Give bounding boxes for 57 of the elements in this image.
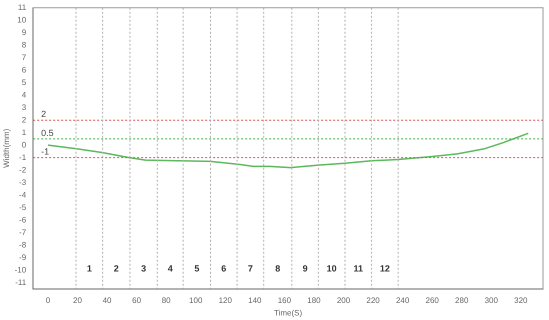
x-tick-label: 240 [396,296,410,305]
y-tick-label: 6 [22,65,27,74]
x-tick-label: 120 [218,296,232,305]
annotation: 4 [168,263,173,274]
x-tick-label: 160 [278,296,292,305]
y-tick-label: -9 [19,252,27,262]
annotation: 9 [302,263,308,274]
x-tick-label: 260 [425,296,440,305]
y-axis-title: Width(mm) [2,128,12,168]
y-tick-label: 5 [22,78,27,87]
y-tick-label: 0 [22,140,27,150]
y-tick-label: 8 [22,40,27,50]
x-tick-label: 20 [73,296,82,305]
x-tick-label: 60 [132,296,142,305]
y-tick-label: 7 [22,52,27,62]
x-tick-label: 180 [307,296,322,305]
y-tick-label: 11 [18,3,27,12]
annotation: 6 [221,263,226,274]
y-tick-label: 3 [22,102,27,112]
y-tick-label: -4 [19,190,27,200]
x-tick-label: 0 [46,296,51,305]
ref-line-label: -1 [41,146,50,157]
y-tick-label: -3 [19,178,27,187]
y-tick-label: -10 [14,265,27,274]
y-tick-label: -6 [19,215,27,224]
annotation: 8 [275,263,280,274]
x-tick-label: 100 [189,296,203,305]
annotation: 2 [114,263,119,274]
y-tick-label: 10 [17,15,27,24]
y-tick-label: 4 [22,90,27,100]
y-tick-label: -1 [19,152,27,162]
y-tick-label: 2 [22,115,27,124]
annotation: 10 [326,263,337,274]
annotation: 1 [86,263,92,274]
x-axis-title: Time(S) [274,308,302,318]
annotation: 11 [354,263,364,274]
y-tick-label: -2 [19,165,27,174]
annotation: 3 [141,263,146,274]
y-tick-label: -8 [19,240,27,250]
y-tick-label: 9 [22,28,27,37]
y-tick-label: -5 [19,202,27,212]
x-tick-label: 300 [484,296,498,305]
x-tick-label: 80 [162,296,172,305]
x-tick-label: 200 [336,296,351,305]
y-tick-label: -11 [15,278,27,287]
x-tick-label: 40 [102,296,112,305]
annotation: 7 [248,263,253,274]
x-tick-label: 280 [455,296,469,305]
ref-line-label: 0.5 [41,128,54,138]
annotation: 5 [194,263,200,274]
x-tick-label: 140 [248,296,262,305]
y-tick-label: -7 [19,228,27,237]
y-tick-label: 1 [22,128,27,137]
ref-line-label: 2 [41,109,46,120]
x-tick-label: 220 [366,296,380,305]
x-tick-label: 320 [514,296,528,305]
annotation: 12 [380,263,390,274]
